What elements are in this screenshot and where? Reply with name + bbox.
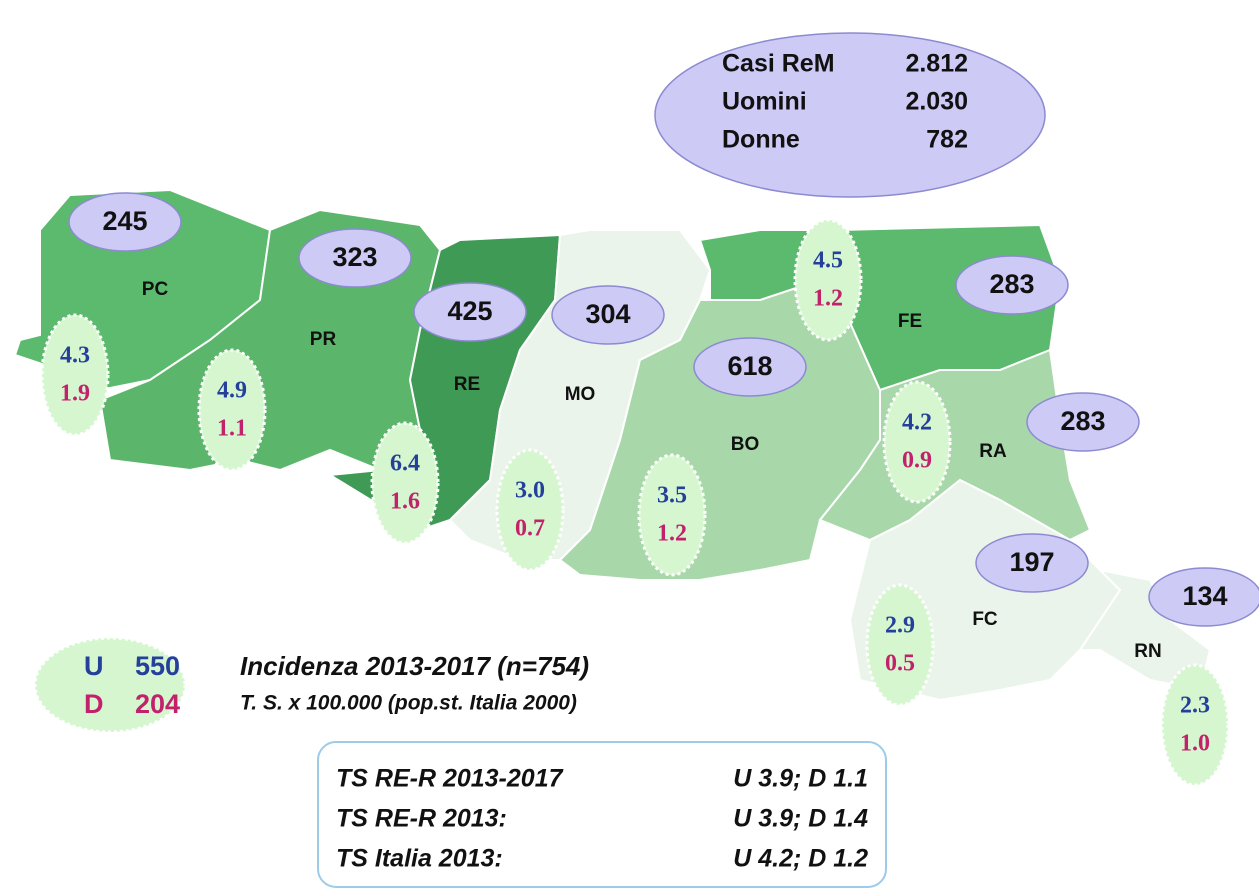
- rates-label: TS Italia 2013:: [336, 845, 503, 873]
- rate-d: 0.5: [885, 651, 915, 677]
- rate-u: 4.2: [902, 410, 932, 436]
- rates-label: TS RE-R 2013-2017: [336, 765, 564, 793]
- province-cases: 245: [102, 206, 147, 236]
- rate-d: 0.7: [515, 516, 545, 542]
- summary-value: 2.030: [905, 88, 968, 116]
- cases-ellipse: [68, 192, 182, 252]
- rates-value: U 4.2; D 1.2: [733, 845, 868, 873]
- legend-d-value: 204: [135, 689, 180, 719]
- rates-ellipse: [197, 348, 267, 472]
- province-cases: 283: [1060, 406, 1105, 436]
- province-code: FE: [898, 311, 922, 332]
- summary-label: Casi ReM: [722, 50, 835, 78]
- rates-ellipse: [637, 453, 707, 577]
- province-code: FC: [972, 609, 998, 630]
- legend-d-label: D: [84, 689, 104, 719]
- rates-label: TS RE-R 2013:: [336, 805, 507, 833]
- rates-ellipse: [370, 421, 440, 545]
- rate-u: 4.9: [217, 378, 247, 404]
- rate-d: 0.9: [902, 448, 932, 474]
- legend-ellipse: [33, 636, 187, 734]
- rate-u: 4.3: [60, 343, 90, 369]
- rate-u: 2.3: [1180, 693, 1210, 719]
- rate-u: 4.5: [813, 248, 843, 274]
- rates-ellipse: [793, 218, 863, 342]
- cases-ellipse: [693, 337, 807, 397]
- rates-ellipse: [1160, 663, 1230, 787]
- rates-box: [317, 741, 887, 888]
- cases-ellipse: [975, 533, 1089, 593]
- summary-value: 782: [926, 126, 968, 154]
- summary-label: Uomini: [722, 88, 807, 116]
- province-code: RE: [454, 374, 480, 395]
- province-cases: 283: [989, 269, 1034, 299]
- caption-subtitle: T. S. x 100.000 (pop.st. Italia 2000): [240, 692, 577, 715]
- cases-ellipse: [551, 285, 665, 345]
- province-cases: 304: [585, 299, 630, 329]
- rate-d: 1.0: [1180, 731, 1210, 757]
- rates-ellipse: [882, 380, 952, 504]
- province-code: PR: [310, 329, 337, 350]
- summary-value: 2.812: [905, 50, 968, 78]
- rate-d: 1.6: [390, 489, 420, 515]
- rate-d: 1.1: [217, 416, 247, 442]
- province-cases: 197: [1009, 547, 1054, 577]
- province-code: BO: [731, 434, 760, 455]
- rates-ellipse: [40, 313, 110, 437]
- cases-ellipse: [298, 228, 412, 288]
- rate-u: 3.5: [657, 483, 687, 509]
- summary-label: Donne: [722, 126, 800, 154]
- province-code: MO: [565, 384, 596, 405]
- province-code: PC: [142, 279, 169, 300]
- legend-u-label: U: [84, 651, 104, 681]
- caption-title: Incidenza 2013-2017 (n=754): [240, 651, 589, 681]
- cases-ellipse: [1026, 392, 1140, 452]
- province-cases: 134: [1182, 581, 1227, 611]
- cases-ellipse: [1148, 567, 1259, 627]
- province-cases: 323: [332, 242, 377, 272]
- rate-u: 2.9: [885, 613, 915, 639]
- summary-ellipse: [654, 32, 1046, 198]
- cases-ellipse: [955, 255, 1069, 315]
- rates-ellipse: [495, 448, 565, 572]
- legend-u-value: 550: [135, 651, 180, 681]
- province-cases: 618: [727, 351, 772, 381]
- rates-value: U 3.9; D 1.4: [733, 805, 868, 833]
- cases-ellipse: [413, 282, 527, 342]
- rate-d: 1.2: [657, 521, 687, 547]
- province-code: RN: [1134, 641, 1161, 662]
- rate-u: 3.0: [515, 478, 545, 504]
- province-cases: 425: [447, 296, 492, 326]
- rate-u: 6.4: [390, 451, 420, 477]
- rate-d: 1.2: [813, 286, 843, 312]
- rate-d: 1.9: [60, 381, 90, 407]
- rates-value: U 3.9; D 1.1: [733, 765, 868, 793]
- province-code: RA: [979, 441, 1007, 462]
- rates-ellipse: [865, 583, 935, 707]
